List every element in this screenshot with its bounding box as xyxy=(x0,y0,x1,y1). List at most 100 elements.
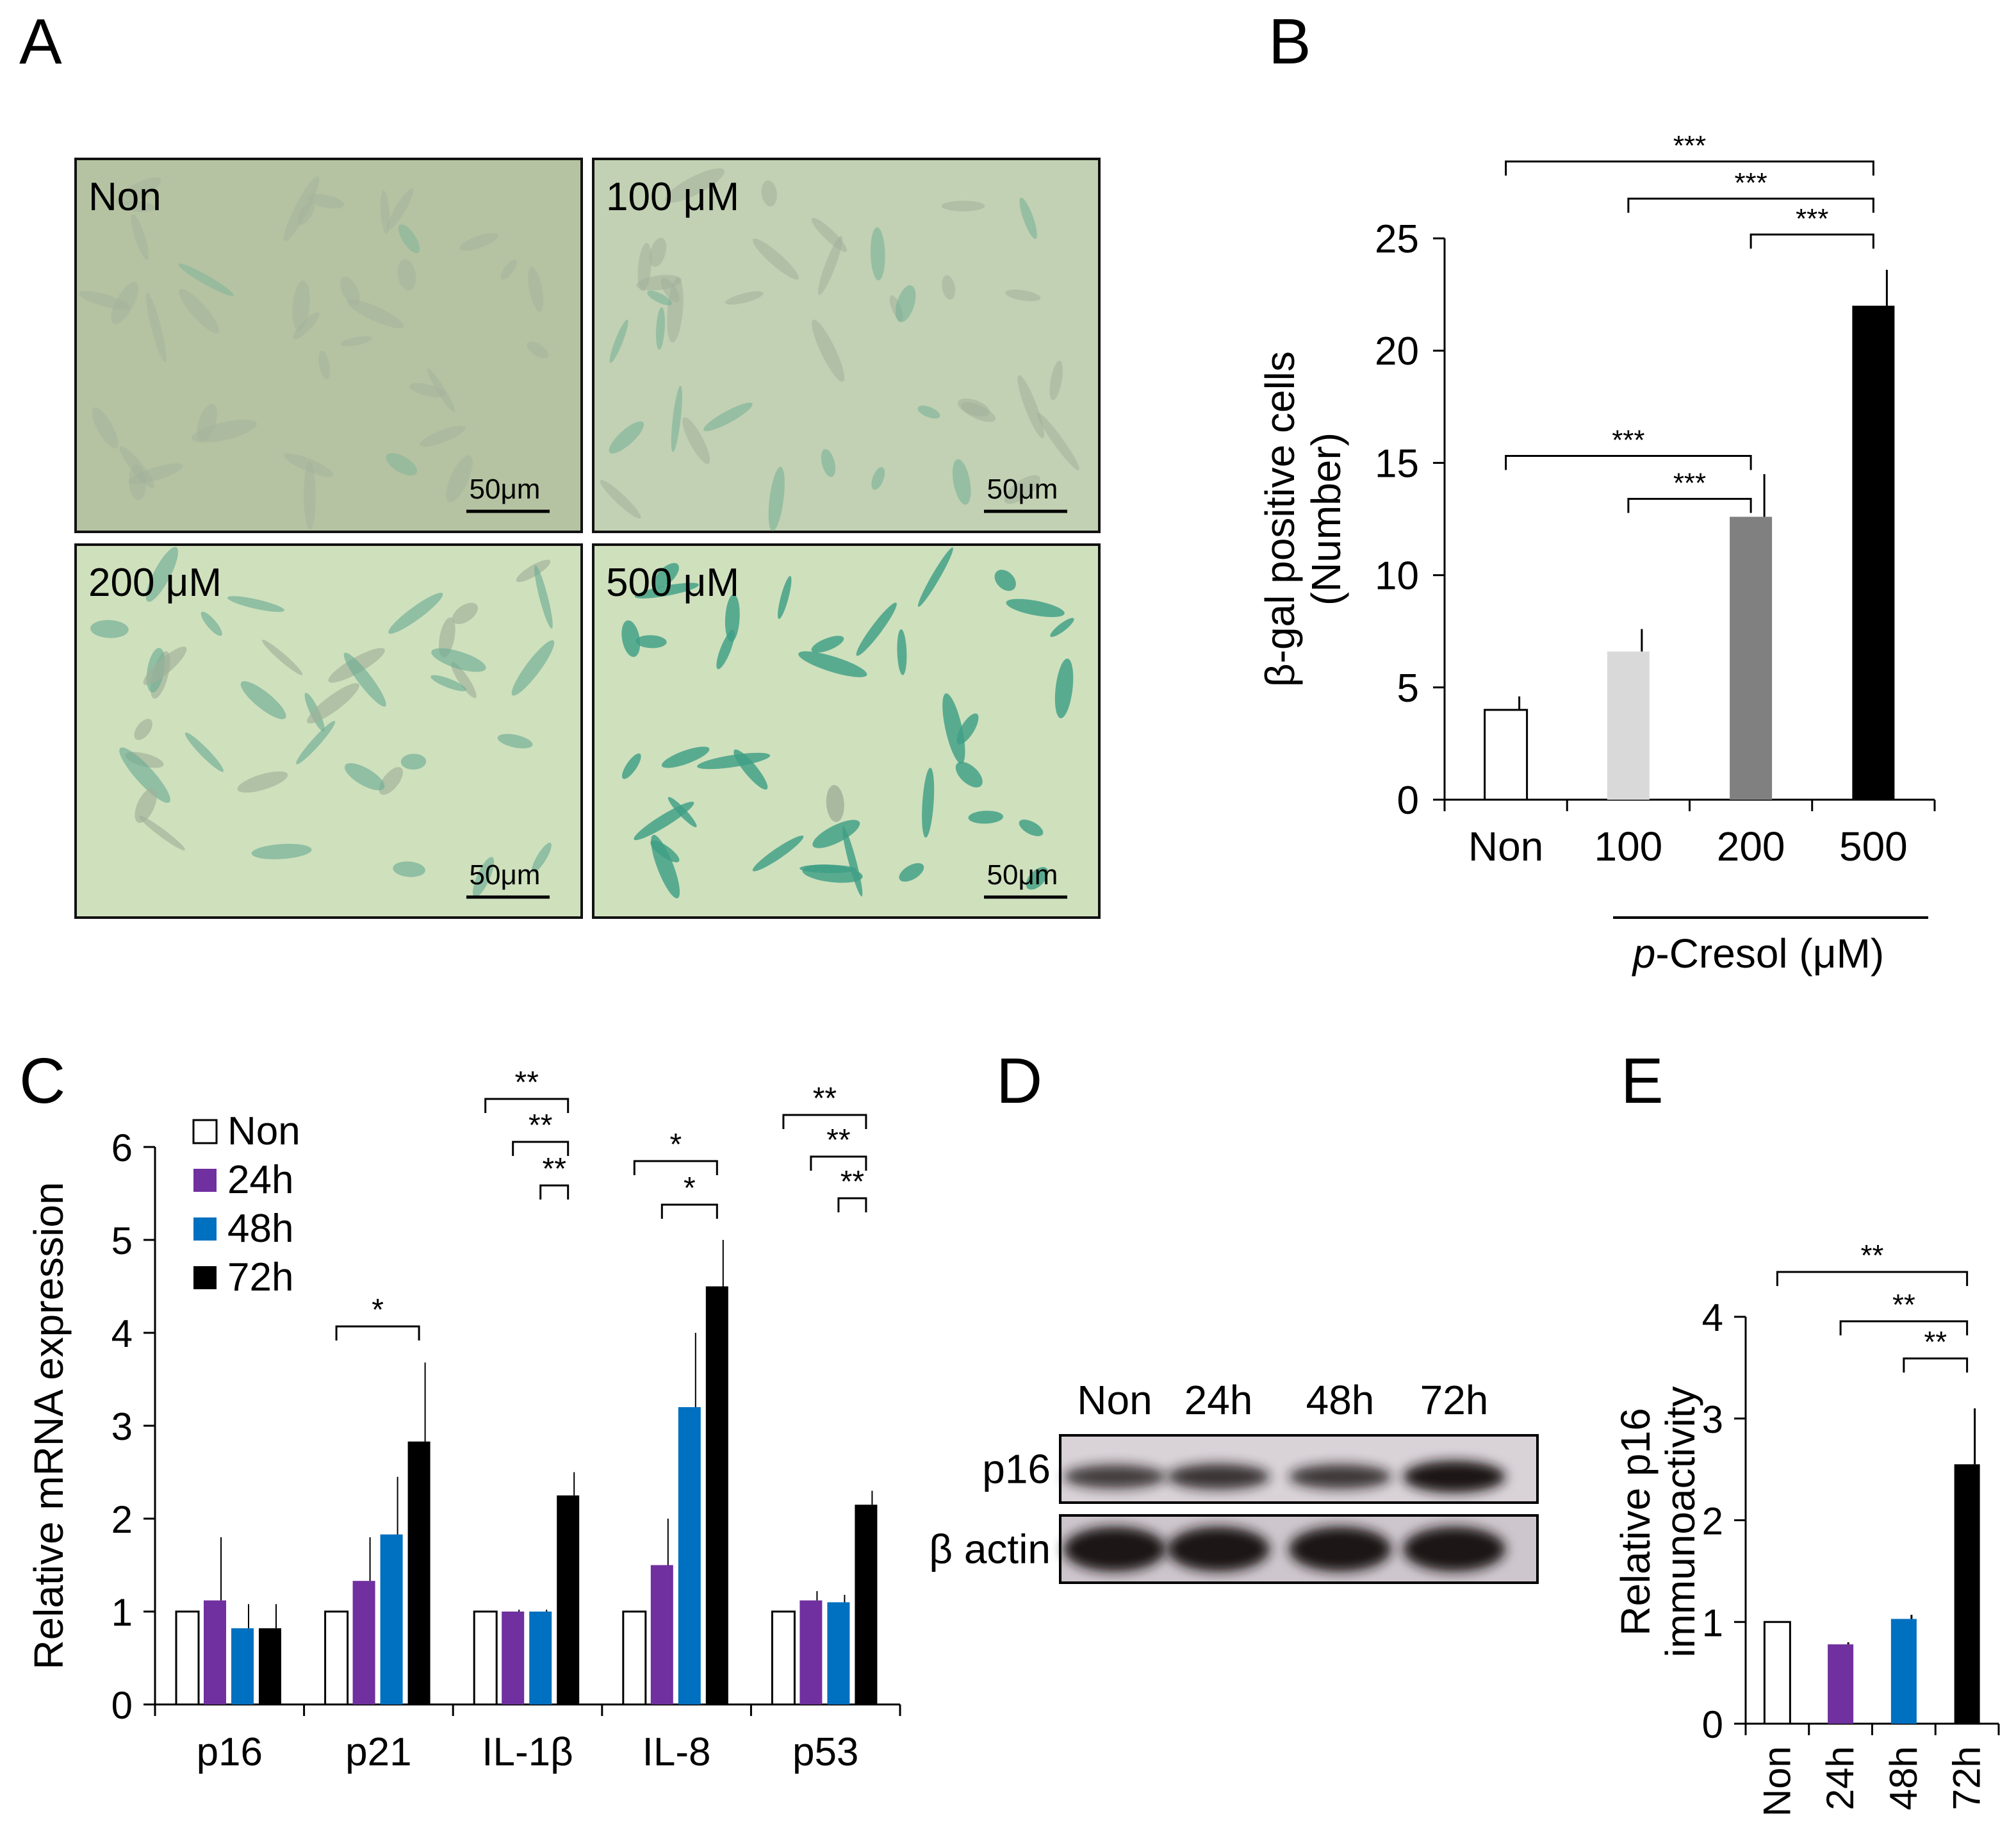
cell-shape xyxy=(500,260,518,280)
cell-shape xyxy=(1005,289,1041,301)
significance-b-label: *** xyxy=(1673,130,1706,161)
significance-c-bracket xyxy=(782,1114,867,1129)
cell-shape xyxy=(430,675,466,691)
cell-shape xyxy=(92,407,119,449)
cell-shape xyxy=(895,285,916,322)
bar xyxy=(259,1628,281,1704)
cell-shape xyxy=(400,754,427,770)
x-tick-label: 100 xyxy=(1594,823,1662,870)
y-tick-label: 10 xyxy=(1375,554,1419,598)
lane-label: Non xyxy=(1077,1377,1152,1423)
significance-c-bracket xyxy=(335,1325,420,1341)
cell-shape xyxy=(409,383,445,397)
cell-shape xyxy=(725,291,764,305)
cell-shape xyxy=(345,763,385,791)
significance-e-bracket xyxy=(1839,1320,1969,1335)
x-tick-label: p16 xyxy=(197,1730,263,1774)
cell-shape xyxy=(251,843,312,859)
significance-c-bracket xyxy=(810,1155,867,1171)
y-tick-label: 2 xyxy=(1702,1500,1723,1543)
bar xyxy=(324,1610,349,1706)
cell-shape xyxy=(661,747,710,768)
cell-shape xyxy=(184,732,224,772)
cell-shape xyxy=(1049,360,1063,400)
bar xyxy=(678,1407,701,1704)
y-tick-label: 1 xyxy=(111,1591,133,1634)
cell-shape xyxy=(307,194,345,209)
micrograph-image xyxy=(592,158,1101,533)
bar xyxy=(502,1612,525,1704)
significance-e-label: ** xyxy=(1892,1288,1915,1321)
significance-b-bracket xyxy=(1505,454,1752,470)
cell-shape xyxy=(650,237,667,267)
x-tick-label: 200 xyxy=(1717,823,1785,870)
micrograph-label: 200 μM xyxy=(88,561,222,605)
cell-shape xyxy=(292,280,310,331)
bar xyxy=(529,1612,552,1704)
cell-shape xyxy=(725,594,740,642)
cell-shape xyxy=(145,292,167,363)
cell-shape xyxy=(922,768,935,838)
cell-shape xyxy=(511,640,555,696)
legend-swatch xyxy=(193,1169,217,1192)
cell-shape xyxy=(340,276,360,306)
cell-shape xyxy=(897,629,907,675)
cell-shape xyxy=(957,398,990,417)
cell-shape xyxy=(1019,197,1037,239)
cell-shape xyxy=(240,681,286,720)
y-tick-label: 3 xyxy=(1702,1398,1723,1441)
cell-shape xyxy=(917,405,940,419)
significance-c-label: ** xyxy=(840,1165,864,1199)
cell-shape xyxy=(297,202,315,225)
cell-shape xyxy=(111,282,139,325)
cell-shape xyxy=(856,602,897,656)
cell-shape xyxy=(609,421,644,454)
cell-shape xyxy=(1026,867,1049,890)
x-tick-label: Non xyxy=(1468,823,1543,870)
cell-shape xyxy=(304,461,316,530)
significance-c-label: ** xyxy=(515,1066,539,1100)
cell-shape xyxy=(871,466,885,490)
cell-shape xyxy=(1054,658,1074,718)
x-tick-label: 48h xyxy=(1882,1746,1925,1810)
y-axis-title: Relative mRNA expression xyxy=(26,1182,72,1669)
lane-label: 72h xyxy=(1420,1377,1489,1423)
y-tick-label: 4 xyxy=(1702,1296,1723,1339)
cell-shape xyxy=(128,463,184,484)
cell-shape xyxy=(129,465,146,500)
cell-shape xyxy=(452,602,479,624)
cell-shape xyxy=(697,752,771,770)
significance-e-bracket xyxy=(1776,1271,1969,1286)
cell-shape xyxy=(143,647,187,686)
cell-shape xyxy=(388,593,443,634)
x-tick-label: IL-8 xyxy=(643,1730,711,1774)
cell-shape xyxy=(1019,820,1044,836)
cell-shape xyxy=(179,288,220,334)
chart-e-p16-immunoactivity: 0 1 2 3 4 Non 24h 48h 72h Relative p16immunoactiv… xyxy=(1612,1239,2000,1817)
cell-shape xyxy=(284,453,334,477)
bar xyxy=(1828,1644,1854,1724)
y-tick-label: 1 xyxy=(1702,1601,1723,1644)
cell-shape xyxy=(427,368,455,413)
cell-shape xyxy=(531,842,552,873)
cell-shape xyxy=(237,771,288,793)
cell-shape xyxy=(1037,412,1079,471)
cell-shape xyxy=(812,319,845,382)
cell-shape xyxy=(768,466,785,531)
bar xyxy=(827,1602,850,1704)
cell-shape xyxy=(1017,375,1045,439)
cell-shape xyxy=(647,290,672,306)
cell-shape xyxy=(296,721,336,764)
bar xyxy=(380,1534,403,1704)
cell-shape xyxy=(393,861,425,877)
y-tick-label: 3 xyxy=(111,1405,133,1448)
cell-shape xyxy=(135,788,157,823)
bar xyxy=(855,1505,878,1704)
cell-shape xyxy=(1050,618,1074,638)
cell-shape xyxy=(600,480,641,519)
legend-label: 72h xyxy=(227,1255,293,1299)
significance-c-bracket xyxy=(660,1203,718,1219)
bar xyxy=(622,1610,647,1706)
cell-shape xyxy=(528,267,544,312)
